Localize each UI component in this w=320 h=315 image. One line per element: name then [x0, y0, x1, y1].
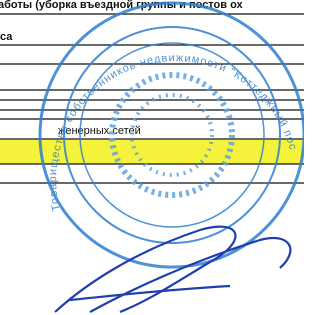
stamp: Товарищество собственников недвижимости …	[0, 0, 304, 267]
document-fragment: аботы (уборка въездной группы и постов о…	[0, 0, 304, 315]
row-text: аботы (уборка въездной группы и постов о…	[0, 0, 244, 11]
row-text: са	[0, 31, 13, 43]
highlight	[0, 140, 304, 164]
page: {"document": { "lines": ["аботы (уборка …	[0, 0, 304, 315]
